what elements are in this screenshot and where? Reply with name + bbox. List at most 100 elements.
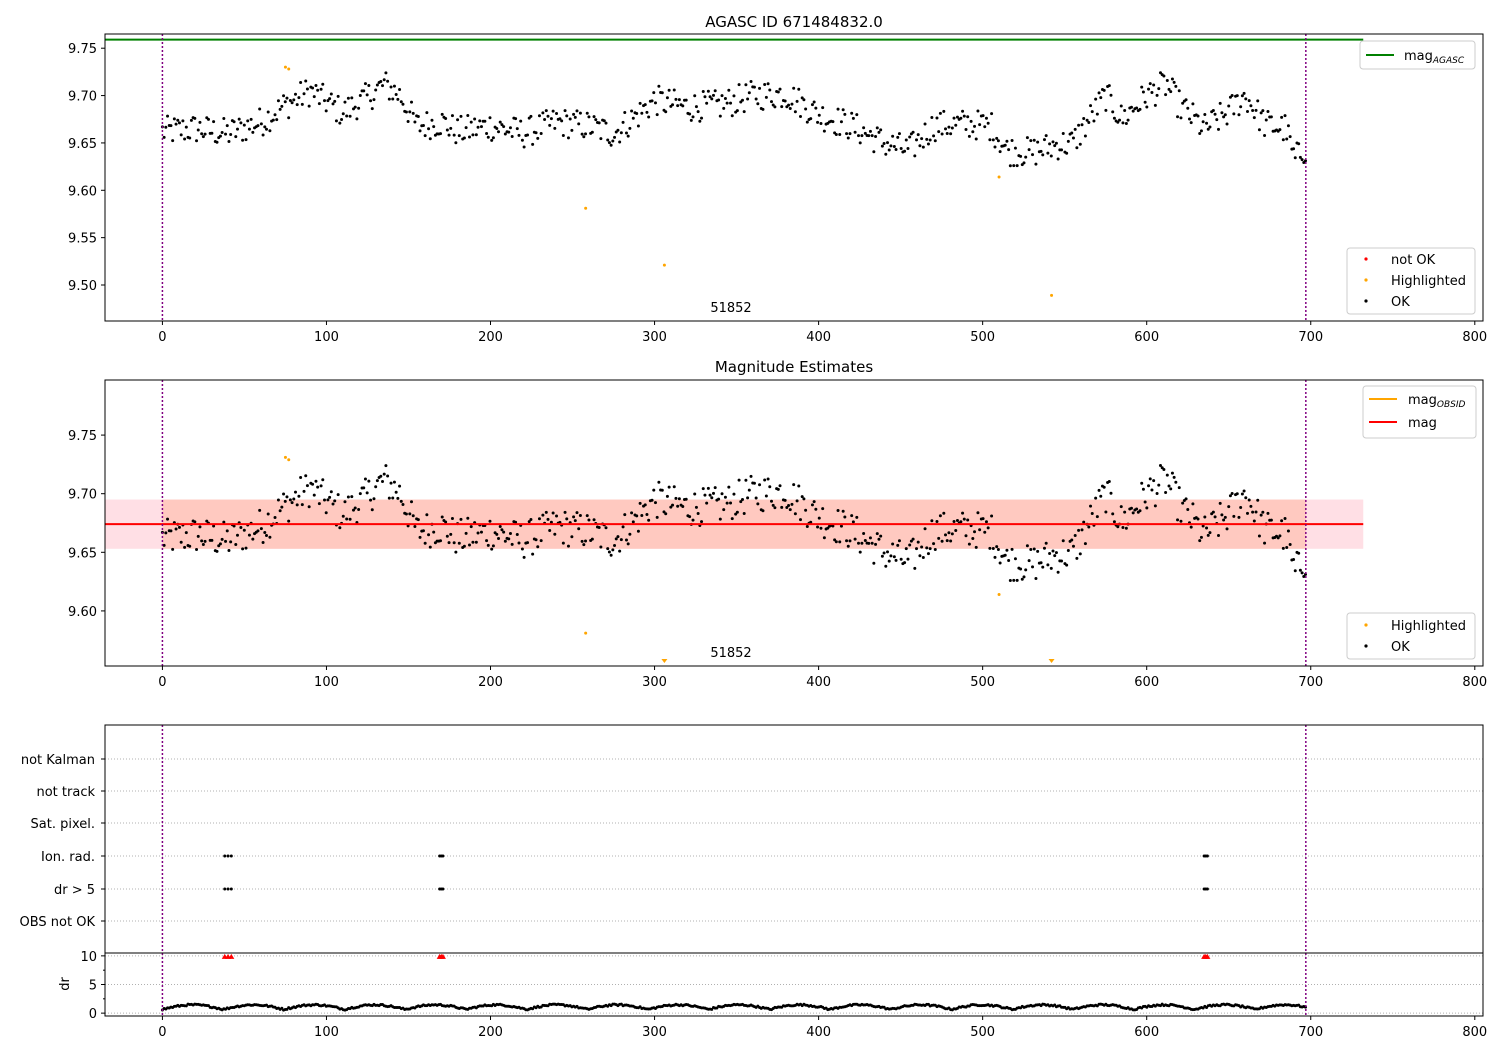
- x-tick-label: 100: [314, 330, 339, 345]
- ok-point: [693, 94, 697, 98]
- ok-point: [863, 131, 867, 135]
- ok-point: [1061, 539, 1065, 543]
- ok-point: [778, 484, 782, 488]
- ok-point: [411, 111, 415, 115]
- ok-point: [471, 540, 475, 544]
- ok-point: [531, 552, 535, 556]
- ok-point: [908, 543, 912, 547]
- ok-point: [672, 485, 676, 489]
- ok-point: [926, 552, 930, 556]
- ok-point: [674, 496, 678, 500]
- ok-point: [708, 95, 712, 99]
- ok-point: [643, 503, 647, 507]
- ok-point: [1003, 553, 1007, 557]
- ok-point: [955, 518, 959, 522]
- ok-point: [1090, 110, 1094, 114]
- ok-point: [1297, 551, 1301, 555]
- ok-point: [297, 494, 301, 498]
- ok-point: [1112, 520, 1116, 524]
- ok-point: [1073, 533, 1077, 537]
- ok-point: [850, 514, 854, 518]
- ok-point: [1298, 568, 1302, 572]
- ok-point: [688, 515, 692, 519]
- ok-point: [966, 518, 970, 522]
- ok-point: [203, 539, 207, 543]
- ok-point: [235, 533, 239, 537]
- ok-point: [1196, 517, 1200, 521]
- ok-point: [676, 104, 680, 108]
- ok-point: [529, 517, 533, 521]
- ok-point: [1104, 108, 1108, 112]
- ok-point: [1044, 134, 1048, 138]
- ok-point: [1300, 571, 1304, 575]
- ok-point: [166, 114, 170, 118]
- ok-point: [1242, 91, 1246, 95]
- ok-point: [787, 503, 791, 507]
- ok-point: [590, 130, 594, 134]
- estimates-points: [105, 380, 1364, 666]
- ok-point: [391, 97, 395, 101]
- ok-point: [889, 554, 893, 558]
- ok-point: [1174, 84, 1178, 88]
- ok-point: [459, 114, 463, 118]
- ok-point: [819, 121, 823, 125]
- ok-point: [1220, 513, 1224, 517]
- ok-point: [810, 103, 814, 107]
- highlighted-point: [283, 65, 287, 69]
- ok-point: [597, 525, 601, 529]
- ok-point: [430, 118, 434, 122]
- ok-point: [696, 110, 700, 114]
- ok-point: [841, 509, 845, 513]
- ok-point: [732, 94, 736, 98]
- ok-point: [624, 131, 628, 135]
- ok-point: [331, 102, 335, 106]
- ok-point: [503, 132, 507, 136]
- ok-point: [302, 92, 306, 96]
- ok-point: [171, 547, 175, 551]
- ok-point: [343, 100, 347, 104]
- ok-point: [317, 502, 321, 506]
- ok-point: [1186, 106, 1190, 110]
- ok-point: [1053, 554, 1057, 558]
- ok-point: [311, 86, 315, 90]
- ok-point: [769, 100, 773, 104]
- ok-point: [834, 540, 838, 544]
- ok-point: [913, 566, 917, 570]
- ok-point: [920, 545, 924, 549]
- ok-point: [909, 539, 913, 543]
- ok-point: [1240, 492, 1244, 496]
- ok-point: [604, 526, 608, 530]
- ok-point: [938, 111, 942, 115]
- ok-point: [880, 144, 884, 148]
- ok-point: [200, 132, 204, 136]
- ok-point: [1141, 487, 1145, 491]
- ok-point: [439, 539, 443, 543]
- ok-point: [1010, 547, 1014, 551]
- ok-point: [792, 86, 796, 90]
- ok-point: [244, 138, 248, 142]
- ok-point: [473, 117, 477, 121]
- ok-point: [387, 97, 391, 101]
- ok-point: [278, 107, 282, 111]
- ok-point: [896, 543, 900, 547]
- ok-point: [1211, 108, 1215, 112]
- ok-point: [1198, 539, 1202, 543]
- ok-point: [486, 135, 490, 139]
- ok-point: [1083, 134, 1087, 138]
- ok-point: [1019, 154, 1023, 158]
- ok-point: [887, 559, 891, 563]
- ok-point: [432, 530, 436, 534]
- ok-point: [585, 514, 589, 518]
- flag-label: not track: [36, 785, 95, 800]
- ok-point: [239, 121, 243, 125]
- ok-point: [450, 114, 454, 118]
- ok-point: [664, 110, 668, 114]
- ok-point: [886, 141, 890, 145]
- ok-point: [961, 109, 965, 113]
- ok-point: [607, 141, 611, 145]
- ok-point: [374, 485, 378, 489]
- ok-point: [515, 127, 519, 131]
- ok-point: [921, 145, 925, 149]
- ok-point: [382, 78, 386, 82]
- ok-point: [563, 109, 567, 113]
